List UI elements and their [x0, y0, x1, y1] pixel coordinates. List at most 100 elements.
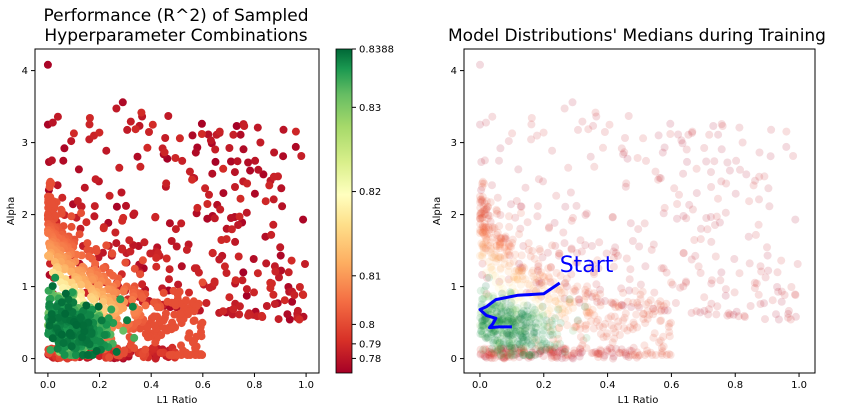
scatter-point — [519, 306, 528, 315]
scatter-point — [490, 223, 499, 232]
scatter-point — [732, 156, 741, 165]
scatter-point — [521, 351, 530, 360]
scatter-point — [588, 260, 597, 269]
scatter-point — [682, 277, 690, 286]
scatter-point — [478, 321, 486, 330]
scatter-point — [613, 251, 622, 260]
scatter-point — [75, 230, 84, 239]
scatter-point — [250, 189, 259, 198]
scatter-point — [525, 318, 534, 327]
scatter-point — [521, 323, 530, 332]
scatter-point — [505, 251, 514, 260]
scatter-point — [484, 223, 493, 232]
scatter-point — [479, 228, 488, 237]
scatter-point — [589, 121, 598, 130]
scatter-point — [575, 295, 584, 304]
scatter-point — [754, 220, 763, 229]
scatter-point — [723, 158, 732, 167]
scatter-point — [765, 202, 774, 211]
scatter-point — [548, 241, 557, 250]
scatter-point — [614, 302, 623, 310]
scatter-point — [570, 349, 579, 358]
colorbar-tick-label: 0.8 — [359, 320, 375, 331]
scatter-point — [60, 351, 69, 359]
scatter-point — [513, 316, 522, 325]
scatter-point — [780, 291, 789, 299]
scatter-point — [789, 152, 798, 160]
scatter-point — [787, 283, 796, 291]
scatter-point — [495, 277, 504, 286]
scatter-point — [615, 331, 624, 339]
scatter-point — [527, 314, 536, 323]
scatter-point — [640, 219, 649, 228]
scatter-point — [692, 189, 701, 198]
scatter-point — [502, 353, 511, 361]
scatter-point — [761, 315, 769, 324]
scatter-point — [567, 216, 576, 225]
scatter-point — [551, 353, 560, 362]
scatter-point — [608, 338, 617, 347]
scatter-point — [524, 353, 533, 362]
scatter-point — [605, 120, 614, 129]
scatter-point — [513, 310, 522, 319]
scatter-point — [730, 255, 739, 263]
scatter-point — [517, 344, 526, 353]
scatter-point — [482, 334, 490, 343]
scatter-point — [501, 235, 510, 244]
scatter-point — [528, 336, 537, 345]
scatter-point — [538, 340, 547, 348]
scatter-point — [572, 322, 581, 331]
scatter-point — [575, 298, 584, 307]
scatter-point — [121, 258, 130, 267]
colorbar-tick-label: 0.81 — [359, 271, 381, 282]
scatter-point — [48, 315, 56, 324]
scatter-point — [518, 262, 527, 271]
scatter-point — [655, 338, 664, 347]
scatter-point — [165, 265, 174, 274]
scatter-point — [506, 341, 515, 350]
scatter-point — [554, 305, 563, 314]
scatter-point — [243, 179, 252, 188]
scatter-point — [47, 199, 56, 208]
scatter-point — [478, 228, 487, 237]
scatter-point — [761, 273, 770, 282]
scatter-point — [734, 312, 743, 321]
scatter-point — [73, 197, 82, 205]
scatter-point — [569, 213, 577, 222]
scatter-point — [705, 130, 714, 139]
scatter-point — [486, 263, 495, 272]
scatter-point — [519, 346, 528, 355]
scatter-point — [531, 351, 540, 359]
scatter-point — [290, 291, 299, 299]
scatter-point — [714, 194, 722, 203]
scatter-point — [488, 112, 497, 121]
right-points — [476, 60, 802, 363]
scatter-point — [773, 283, 782, 291]
scatter-point — [538, 346, 547, 355]
scatter-point — [525, 351, 533, 359]
scatter-point — [725, 310, 734, 319]
scatter-point — [651, 351, 660, 359]
scatter-point — [504, 312, 513, 321]
scatter-point — [589, 324, 598, 333]
scatter-point — [533, 212, 542, 221]
scatter-point — [553, 340, 562, 349]
scatter-point — [546, 331, 555, 339]
scatter-point — [563, 274, 571, 283]
scatter-point — [523, 312, 532, 321]
scatter-point — [498, 319, 506, 328]
scatter-point — [487, 349, 496, 358]
scatter-point — [480, 222, 489, 231]
scatter-point — [519, 348, 528, 357]
scatter-point — [125, 236, 134, 245]
scatter-point — [717, 177, 726, 186]
scatter-point — [777, 287, 786, 296]
scatter-point — [518, 275, 527, 284]
scatter-point — [488, 233, 497, 242]
scatter-point — [48, 334, 57, 343]
scatter-point — [485, 273, 493, 282]
scatter-point — [638, 287, 647, 296]
scatter-point — [558, 345, 567, 354]
scatter-point — [656, 307, 665, 316]
